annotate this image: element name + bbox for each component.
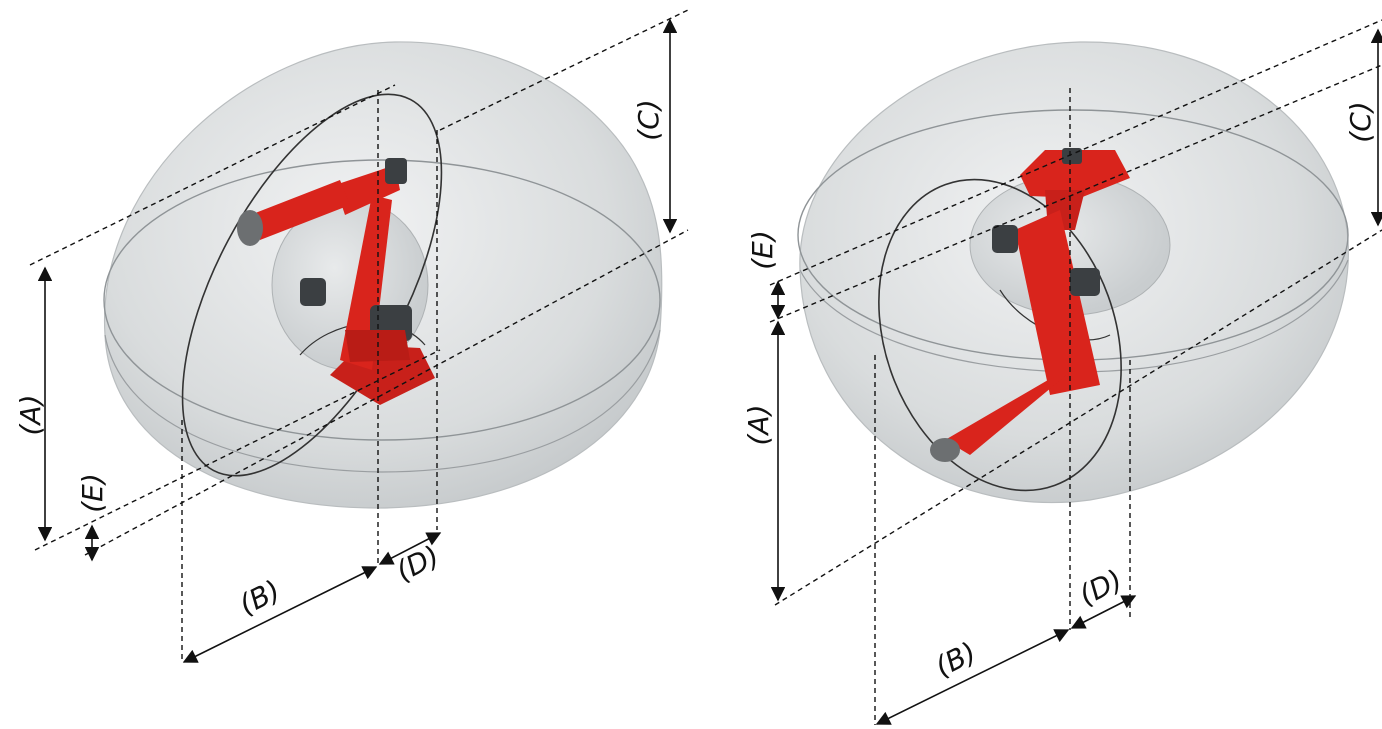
- left-dim-d: [378, 532, 442, 565]
- left-label-e: (E): [76, 473, 109, 513]
- left-reference-lines: [29, 9, 689, 660]
- right-robot: [930, 148, 1130, 462]
- right-dimension-arrows: [770, 28, 1382, 725]
- left-dim-b: [182, 566, 378, 663]
- left-label-d: (D): [391, 539, 445, 588]
- right-reference-lines: [769, 19, 1382, 725]
- left-view: (A) (B) (C) (D) (E): [14, 9, 689, 663]
- right-reach-ellipse: [878, 178, 1122, 492]
- right-dim-b: [875, 629, 1070, 725]
- left-robot: [237, 158, 435, 405]
- right-label-a: (A): [742, 404, 775, 445]
- right-label-e: (E): [746, 230, 779, 270]
- left-label-c: (C): [632, 99, 665, 140]
- right-dim-d: [1070, 595, 1137, 629]
- left-dimension-arrows: [37, 18, 678, 663]
- right-label-c: (C): [1344, 101, 1377, 142]
- right-view: (A) (B) (C) (D) (E): [742, 19, 1382, 725]
- left-label-b: (B): [234, 574, 286, 622]
- left-label-a: (A): [14, 394, 47, 435]
